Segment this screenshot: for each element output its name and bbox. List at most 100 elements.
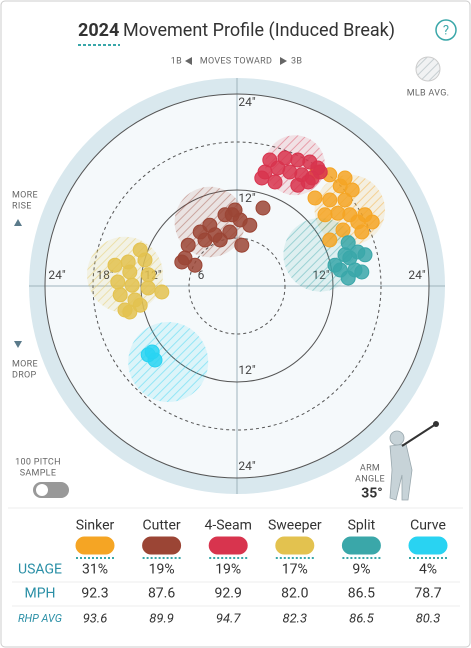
pitch-dot: [110, 274, 126, 290]
pitch-dot: [132, 297, 148, 313]
pitch-dot: [124, 277, 140, 293]
ring-label: 12": [238, 191, 255, 205]
pitch-table: Sinker Cutter 4-Seam Sweeper Split Curve USAGE…: [8, 507, 463, 626]
row-value: 19%: [215, 562, 241, 578]
pitch-dot: [322, 232, 338, 248]
pitch-dot: [140, 267, 156, 283]
row-value: 82.0: [281, 586, 308, 602]
pitch-dot: [322, 192, 338, 208]
row-value: 86.5: [348, 586, 375, 602]
pitch-dot: [242, 217, 258, 233]
year: 2024: [78, 20, 119, 41]
row-label: MPH: [24, 586, 55, 602]
row-value: 80.3: [416, 611, 441, 626]
pitch-dot: [174, 254, 190, 270]
ring-label: 24": [48, 268, 65, 282]
moves-toward: MOVES TOWARD: [200, 56, 272, 66]
pitch-dot: [254, 170, 270, 186]
legend-pill: [408, 536, 448, 555]
row-value: 17%: [282, 562, 308, 578]
pitcher-figure: [389, 421, 439, 501]
arrow-down: [14, 341, 22, 348]
pitch-dot: [222, 224, 238, 240]
pitch-dot: [357, 247, 373, 263]
legend-pill: [275, 536, 315, 555]
legend-name: Curve: [410, 518, 446, 534]
help-icon[interactable]: ?: [443, 23, 449, 38]
row-value: 19%: [149, 562, 175, 578]
row-value: 89.9: [149, 611, 174, 626]
ring-label: 24": [238, 459, 255, 473]
pitch-dot: [312, 164, 328, 180]
more-rise: RISE: [12, 201, 32, 211]
legend-pill: [341, 536, 381, 555]
pitch-dot: [154, 284, 170, 300]
pitch-dot: [364, 214, 380, 230]
pitch-dot: [340, 270, 356, 286]
row-value: 9%: [352, 562, 370, 578]
ring-label: 24": [238, 95, 255, 109]
arm-angle-label: ARM: [360, 463, 380, 473]
pitch-dot: [187, 257, 203, 273]
pitch-dot: [180, 237, 196, 253]
ring-label: 12": [238, 363, 255, 377]
legend-name: Sweeper: [268, 518, 322, 534]
row-value: 92.9: [215, 586, 242, 602]
arm-angle-label: ANGLE: [355, 474, 385, 484]
arrow-right: [280, 57, 287, 65]
ring-label: 6: [198, 268, 205, 282]
legend-pill: [75, 536, 115, 555]
pitch-dot: [300, 174, 316, 190]
pitch-dot: [337, 170, 353, 186]
ring-label: 24": [408, 268, 425, 282]
pitch-dot: [337, 247, 353, 263]
pitch-dot: [267, 174, 283, 190]
ring: [44, 93, 430, 479]
row-value: 86.5: [349, 611, 374, 626]
row-value: 31%: [82, 562, 108, 578]
row-value: 92.3: [81, 586, 108, 602]
toggle-knob[interactable]: [36, 484, 48, 496]
legend-pill: [208, 536, 248, 555]
row-value: 87.6: [148, 586, 175, 602]
pitch-dot: [107, 257, 123, 273]
legend-pill: [142, 536, 182, 555]
row-value: 93.6: [83, 611, 108, 626]
pitch-dot: [337, 192, 353, 208]
legend-name: 4-Seam: [205, 518, 252, 534]
row-label: USAGE: [18, 562, 62, 578]
legend-name: Cutter: [143, 518, 181, 534]
arrow-left: [185, 57, 192, 65]
third-base: 3B: [291, 56, 302, 66]
sample-label: 100 PITCH: [15, 457, 61, 467]
legend-name: Split: [348, 518, 376, 534]
pitch-dot: [144, 344, 160, 360]
mlb-avg-label: MLB AVG.: [407, 88, 450, 98]
row-value: 78.7: [414, 586, 441, 602]
arrow-up: [14, 219, 22, 226]
pitch-dot: [307, 190, 323, 206]
pitch-dot: [317, 207, 333, 223]
pitch-dot: [354, 264, 370, 280]
pitch-dot: [137, 252, 153, 268]
sample-label: SAMPLE: [20, 468, 57, 478]
pitch-dot: [354, 224, 370, 240]
pitch-dot: [335, 222, 351, 238]
row-value: 4%: [419, 562, 437, 578]
title: Movement Profile (Induced Break): [123, 20, 395, 41]
help-button[interactable]: [435, 19, 457, 41]
pitch-dot: [112, 287, 128, 303]
row-label: RHP AVG: [18, 612, 62, 625]
mlb-avg-zone: [128, 322, 209, 402]
row-value: 94.7: [216, 611, 241, 626]
pitch-dot: [255, 200, 271, 216]
more-drop: DROP: [12, 370, 37, 380]
first-base: 1B: [171, 56, 182, 66]
pitch-dot: [327, 257, 343, 273]
pitch-dot: [197, 232, 213, 248]
pitch-dot: [224, 207, 240, 223]
pitch-dot: [122, 264, 138, 280]
more-rise: MORE: [12, 190, 38, 200]
pitch-dot: [140, 280, 156, 296]
